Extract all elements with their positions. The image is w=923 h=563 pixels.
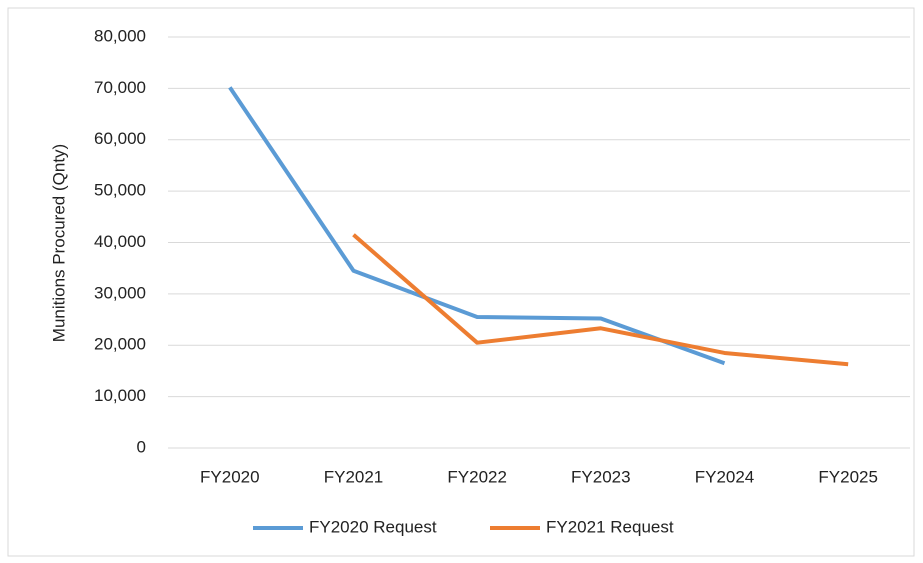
y-tick-label: 10,000	[94, 386, 146, 405]
y-tick-label: 80,000	[94, 26, 146, 45]
y-tick-label: 40,000	[94, 232, 146, 251]
y-tick-label: 70,000	[94, 78, 146, 97]
legend-label: FY2020 Request	[309, 517, 437, 536]
series-line	[228, 86, 726, 366]
x-tick-label: FY2020	[200, 467, 260, 486]
y-tick-label: 0	[137, 437, 146, 456]
y-tick-label: 50,000	[94, 181, 146, 200]
x-tick-label: FY2025	[818, 467, 878, 486]
y-tick-label: 20,000	[94, 335, 146, 354]
x-tick-label: FY2021	[324, 467, 384, 486]
x-tick-label: FY2023	[571, 467, 631, 486]
y-tick-label: 60,000	[94, 129, 146, 148]
x-tick-label: FY2024	[695, 467, 755, 486]
x-tick-label: FY2022	[447, 467, 507, 486]
y-tick-label: 30,000	[94, 283, 146, 302]
legend-label: FY2021 Request	[546, 517, 674, 536]
y-axis-label: Munitions Procured (Qnty)	[49, 144, 68, 342]
chart-frame	[7, 7, 915, 557]
series-line	[352, 233, 849, 367]
